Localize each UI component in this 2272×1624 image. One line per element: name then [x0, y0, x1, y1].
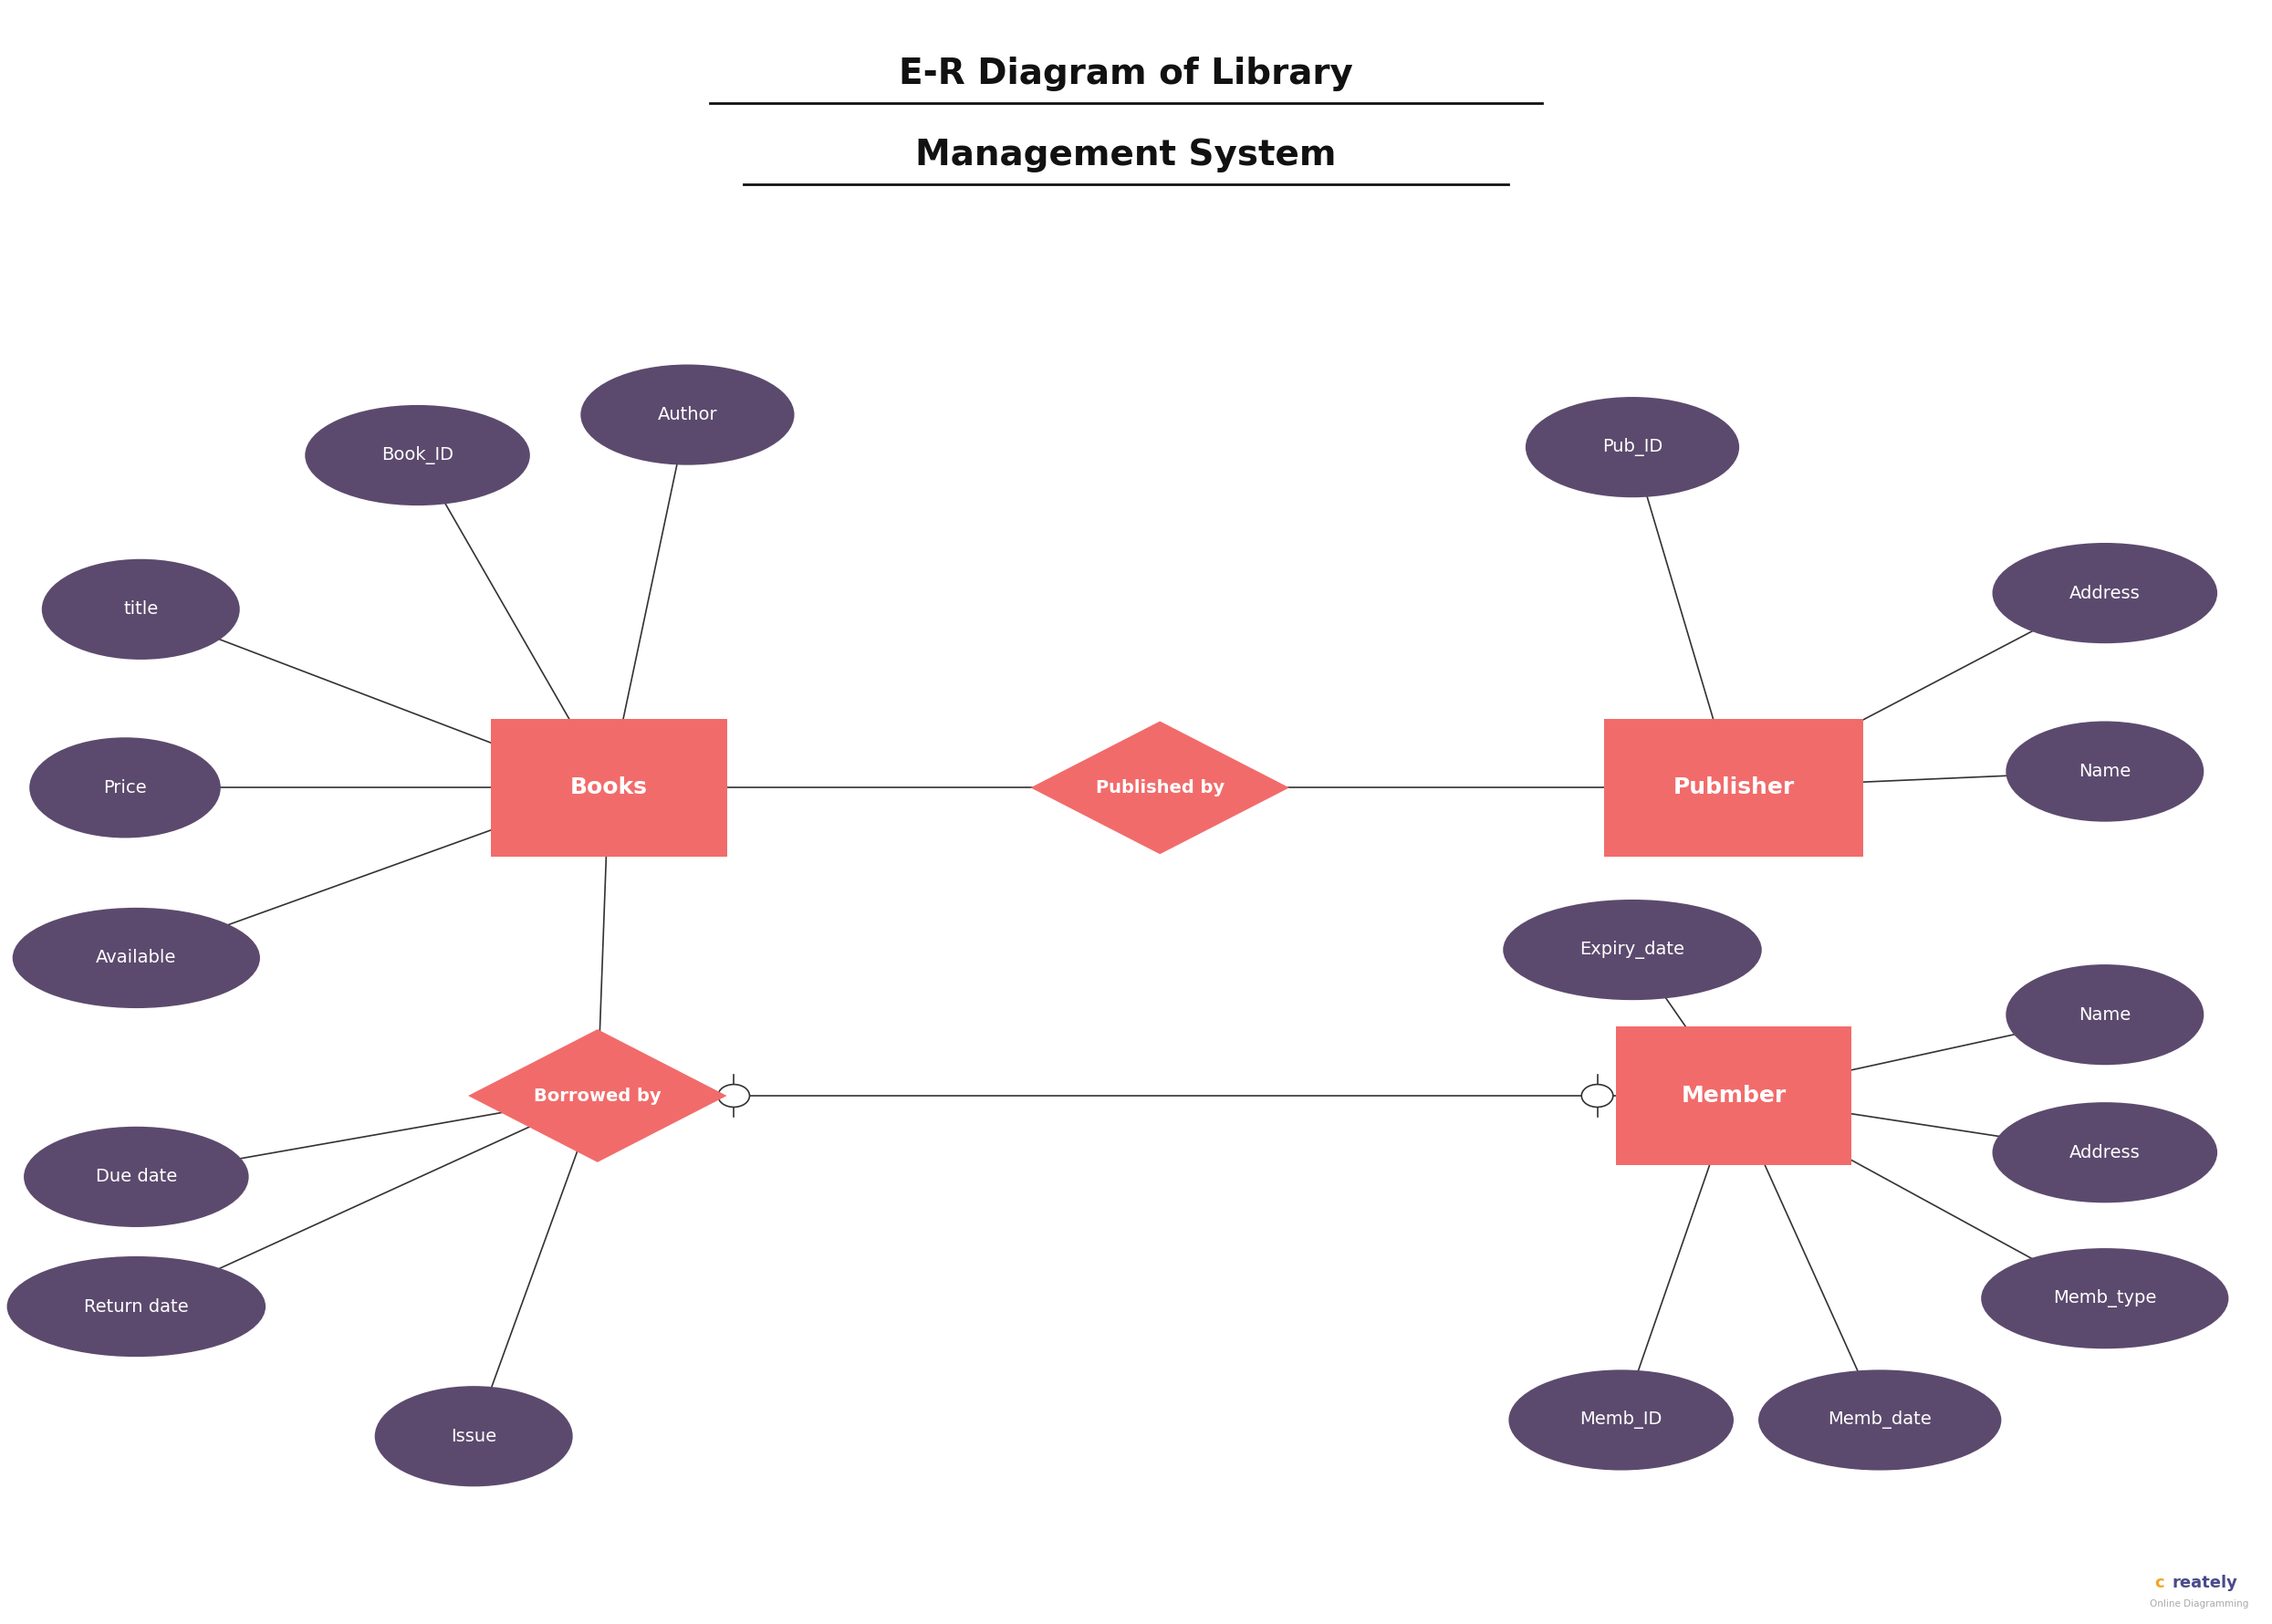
Text: Author: Author [657, 406, 718, 424]
Ellipse shape [23, 1127, 248, 1228]
Circle shape [1581, 1085, 1613, 1108]
Text: Name: Name [2079, 1005, 2131, 1023]
Circle shape [1213, 776, 1245, 799]
Ellipse shape [2006, 965, 2204, 1065]
Ellipse shape [1525, 396, 1740, 497]
Text: Price: Price [102, 780, 148, 796]
Text: Book_ID: Book_ID [382, 447, 454, 464]
Circle shape [591, 814, 623, 836]
Ellipse shape [1759, 1369, 2002, 1470]
Ellipse shape [375, 1385, 573, 1486]
Text: Issue: Issue [450, 1427, 498, 1445]
Text: Address: Address [2070, 585, 2140, 603]
Ellipse shape [1993, 542, 2217, 643]
Text: Memb_type: Memb_type [2054, 1289, 2156, 1307]
Ellipse shape [1993, 1103, 2217, 1203]
Circle shape [659, 776, 691, 799]
Circle shape [1649, 776, 1681, 799]
Circle shape [718, 1085, 750, 1108]
Text: Memb_date: Memb_date [1829, 1411, 1931, 1429]
Ellipse shape [30, 737, 220, 838]
Circle shape [584, 1047, 613, 1070]
Text: title: title [123, 601, 159, 619]
Text: Publisher: Publisher [1672, 776, 1795, 799]
Circle shape [1077, 776, 1109, 799]
Ellipse shape [1981, 1249, 2229, 1348]
Ellipse shape [1504, 900, 1761, 1000]
Ellipse shape [2006, 721, 2204, 822]
Ellipse shape [14, 908, 259, 1009]
Text: Due date: Due date [95, 1168, 177, 1186]
Text: reately: reately [2172, 1574, 2238, 1592]
Text: c: c [2154, 1574, 2163, 1592]
Text: Return date: Return date [84, 1298, 189, 1315]
Text: Online Diagramming: Online Diagramming [2149, 1600, 2249, 1608]
Text: Address: Address [2070, 1143, 2140, 1161]
Text: Available: Available [95, 950, 177, 966]
Ellipse shape [41, 559, 241, 659]
Text: Borrowed by: Borrowed by [534, 1086, 661, 1104]
Ellipse shape [1509, 1369, 1734, 1470]
Text: Books: Books [570, 776, 648, 799]
Ellipse shape [7, 1257, 266, 1356]
Text: Member: Member [1681, 1085, 1786, 1106]
Ellipse shape [582, 364, 795, 464]
Text: Pub_ID: Pub_ID [1602, 438, 1663, 456]
Text: Name: Name [2079, 763, 2131, 780]
FancyBboxPatch shape [1604, 719, 1863, 856]
Text: Management System: Management System [916, 138, 1336, 172]
Ellipse shape [304, 404, 529, 505]
Polygon shape [468, 1030, 727, 1163]
FancyBboxPatch shape [1615, 1026, 1852, 1164]
FancyBboxPatch shape [491, 719, 727, 856]
Text: Published by: Published by [1095, 780, 1225, 796]
Polygon shape [1031, 721, 1288, 854]
Text: Memb_ID: Memb_ID [1579, 1411, 1663, 1429]
Text: E-R Diagram of Library: E-R Diagram of Library [900, 57, 1354, 91]
Text: Expiry_date: Expiry_date [1579, 940, 1686, 958]
